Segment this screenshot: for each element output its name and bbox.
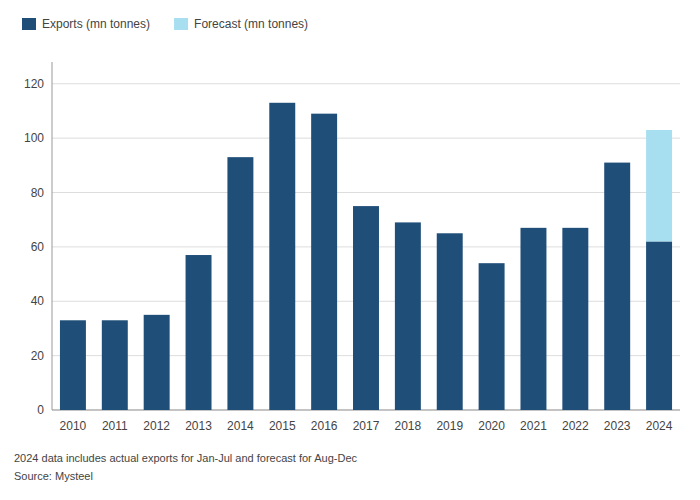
y-grid bbox=[52, 84, 680, 410]
bar bbox=[520, 227, 546, 228]
bar bbox=[353, 206, 379, 410]
bar bbox=[353, 206, 379, 207]
bar bbox=[60, 320, 86, 410]
x-tick-label: 2022 bbox=[562, 419, 589, 433]
bar bbox=[520, 228, 546, 410]
x-tick-label: 2019 bbox=[436, 419, 463, 433]
y-tick-label: 20 bbox=[31, 349, 45, 363]
legend-swatch bbox=[174, 18, 188, 30]
bar bbox=[395, 222, 421, 223]
grid-line bbox=[52, 83, 680, 84]
bar bbox=[437, 233, 463, 410]
bar bbox=[311, 113, 337, 114]
x-tick-label: 2011 bbox=[102, 419, 128, 433]
legend-label: Exports (mn tonnes) bbox=[42, 17, 150, 31]
x-tick-label: 2023 bbox=[604, 419, 631, 433]
x-tick-label: 2015 bbox=[269, 419, 296, 433]
y-tick-label: 100 bbox=[24, 131, 44, 145]
bar bbox=[144, 314, 170, 315]
bars bbox=[60, 103, 672, 410]
legend-label: Forecast (mn tonnes) bbox=[194, 17, 308, 31]
bar bbox=[102, 320, 128, 321]
bar bbox=[186, 255, 212, 410]
x-tick-label: 2012 bbox=[143, 419, 170, 433]
bar bbox=[102, 320, 128, 410]
x-tick-label: 2014 bbox=[227, 419, 254, 433]
bar bbox=[479, 263, 505, 264]
bar bbox=[437, 233, 463, 234]
bar bbox=[227, 157, 253, 410]
bar bbox=[479, 263, 505, 410]
x-tick-label: 2017 bbox=[353, 419, 380, 433]
x-tick-label: 2021 bbox=[520, 419, 547, 433]
y-tick-label: 60 bbox=[31, 240, 45, 254]
y-tick-label: 40 bbox=[31, 294, 45, 308]
bar bbox=[562, 227, 588, 228]
footnote: Source: Mysteel bbox=[14, 470, 93, 482]
y-tick-label: 80 bbox=[31, 186, 45, 200]
bar bbox=[311, 114, 337, 410]
bar bbox=[227, 157, 253, 158]
legend: Exports (mn tonnes) Forecast (mn tonnes) bbox=[22, 17, 308, 31]
bar bbox=[60, 320, 86, 321]
series-0 bbox=[60, 103, 672, 410]
grid-line bbox=[52, 192, 680, 193]
bar bbox=[646, 241, 672, 410]
x-tick-label: 2016 bbox=[311, 419, 338, 433]
footnote: 2024 data includes actual exports for Ja… bbox=[14, 452, 358, 464]
x-tick-label: 2024 bbox=[646, 419, 673, 433]
grid-line bbox=[52, 138, 680, 139]
bar bbox=[604, 162, 630, 163]
chart-container: 0 20 40 60 80 100 120 2010 2011 2012 2013 2014 2015 2… bbox=[0, 0, 700, 500]
bar bbox=[562, 228, 588, 410]
bar bbox=[646, 130, 672, 241]
x-tick-label: 2010 bbox=[60, 419, 87, 433]
bar bbox=[186, 255, 212, 256]
x-tick-label: 2018 bbox=[395, 419, 422, 433]
y-axis-line bbox=[52, 62, 53, 410]
y-tick-label: 120 bbox=[24, 77, 44, 91]
bar bbox=[395, 222, 421, 410]
y-tick-label: 0 bbox=[37, 403, 44, 417]
bar bbox=[604, 163, 630, 410]
bar bbox=[269, 102, 295, 103]
bar bbox=[144, 315, 170, 410]
x-tick-label: 2020 bbox=[478, 419, 505, 433]
chart: 0 20 40 60 80 100 120 2010 2011 2012 2013 2014 2015 2… bbox=[0, 0, 700, 500]
legend-swatch bbox=[22, 18, 36, 30]
x-tick-label: 2013 bbox=[185, 419, 212, 433]
series-1 bbox=[646, 130, 672, 241]
bar bbox=[269, 103, 295, 410]
